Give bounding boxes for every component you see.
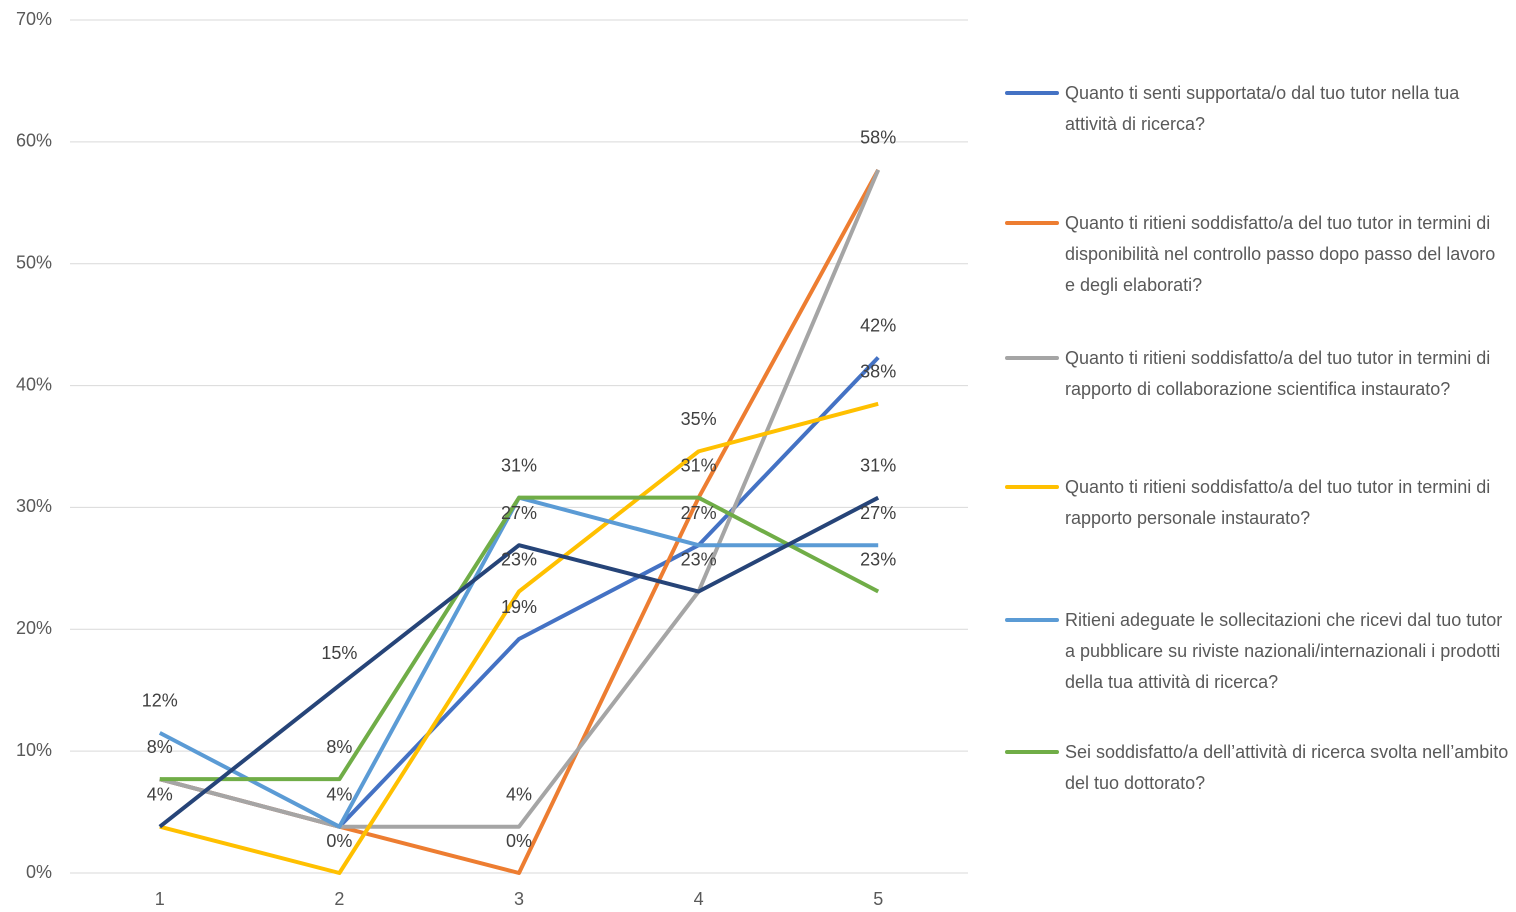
data-label: 23% — [860, 549, 896, 569]
y-tick-label: 20% — [16, 618, 52, 638]
legend-swatch — [1005, 356, 1059, 360]
data-label: 27% — [860, 503, 896, 523]
data-label: 0% — [326, 831, 352, 851]
y-tick-label: 30% — [16, 496, 52, 516]
y-tick-label: 50% — [16, 252, 52, 272]
legend-label: Quanto ti ritieni soddisfatto/a del tuo … — [1065, 477, 1491, 528]
data-label: 23% — [681, 549, 717, 569]
data-label: 4% — [326, 784, 352, 804]
data-label: 19% — [501, 597, 537, 617]
data-label: 42% — [860, 315, 896, 335]
data-label: 15% — [321, 643, 357, 663]
series-line — [159, 169, 881, 829]
series-line — [159, 401, 879, 875]
legend-swatch — [1005, 485, 1059, 489]
legend-label: Quanto ti ritieni soddisfatto/a del tuo … — [1065, 213, 1496, 295]
legend-label: Sei soddisfatto/a dell’attività di ricer… — [1065, 742, 1509, 793]
data-label: 31% — [501, 455, 537, 475]
data-label: 8% — [326, 737, 352, 757]
data-label: 27% — [501, 503, 537, 523]
legend-swatch — [1005, 618, 1059, 622]
data-label: 4% — [147, 784, 173, 804]
y-tick-label: 0% — [26, 862, 52, 882]
data-label: 23% — [501, 549, 537, 569]
data-label: 31% — [860, 455, 896, 475]
x-tick-label: 2 — [334, 889, 344, 909]
data-label: 35% — [681, 409, 717, 429]
series-line — [158, 495, 880, 829]
data-label: 12% — [142, 691, 178, 711]
legend-item: Quanto ti ritieni soddisfatto/a del tuo … — [1005, 208, 1510, 301]
legend-label: Ritieni adeguate le sollecitazioni che r… — [1065, 610, 1503, 692]
data-label: 27% — [681, 503, 717, 523]
legend-swatch — [1005, 91, 1059, 95]
legend-label: Quanto ti senti supportata/o dal tuo tut… — [1065, 83, 1460, 134]
legend-item: Quanto ti senti supportata/o dal tuo tut… — [1005, 78, 1510, 140]
y-tick-label: 40% — [16, 374, 52, 394]
legend-label: Quanto ti ritieni soddisfatto/a del tuo … — [1065, 348, 1491, 399]
data-label: 4% — [506, 784, 532, 804]
legend-swatch — [1005, 221, 1059, 225]
y-tick-label: 10% — [16, 740, 52, 760]
legend-item: Quanto ti ritieni soddisfatto/a del tuo … — [1005, 343, 1510, 405]
legend-item: Quanto ti ritieni soddisfatto/a del tuo … — [1005, 472, 1510, 534]
data-label: 8% — [147, 737, 173, 757]
data-label: 38% — [860, 362, 896, 382]
x-tick-label: 5 — [873, 889, 883, 909]
chart: 0% 10% 20% 30% 40% 50% 60% 70% 1 2 3 4 5 4% 19% 27% 42% 8… — [16, 9, 968, 909]
y-tick-label: 70% — [16, 9, 52, 29]
legend-item: Ritieni adeguate le sollecitazioni che r… — [1005, 605, 1510, 698]
data-label: 58% — [860, 128, 896, 148]
x-tick-label: 3 — [514, 889, 524, 909]
x-tick-label: 4 — [694, 889, 704, 909]
data-label: 31% — [681, 455, 717, 475]
legend-swatch — [1005, 750, 1059, 754]
x-tick-label: 1 — [155, 889, 165, 909]
legend-item: Sei soddisfatto/a dell’attività di ricer… — [1005, 737, 1510, 799]
series-line — [159, 495, 880, 782]
data-label: 0% — [506, 831, 532, 851]
y-tick-label: 60% — [16, 131, 52, 151]
